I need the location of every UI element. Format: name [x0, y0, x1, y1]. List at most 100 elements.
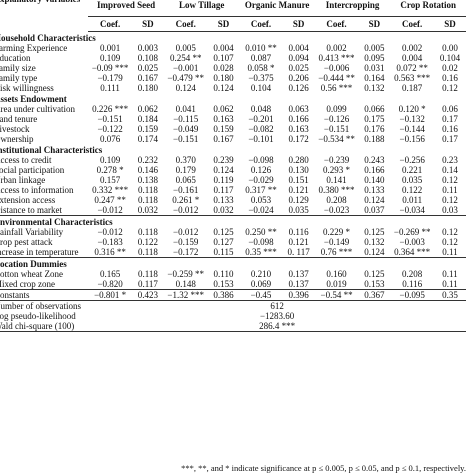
- sd-cell: 0.00: [442, 43, 458, 53]
- row-label: Livestock: [0, 124, 30, 134]
- coef-cell: 0.229 *: [323, 227, 351, 237]
- sd-cell: 0.032: [137, 205, 159, 215]
- summary-value: 286.4 ***: [88, 321, 466, 332]
- data-row: Family type −0.179 0.167 −0.479 ** 0.180 −0.3…: [0, 73, 466, 83]
- summary-label: Log pseudo-likelihood: [0, 311, 76, 321]
- data-row: Rainfall Variability −0.012 0.118 −0.012 0.1…: [0, 227, 466, 237]
- coef-cell: −0.151: [97, 114, 123, 124]
- sd-cell: 0.206: [288, 73, 309, 83]
- sd-cell: 0.116: [288, 227, 309, 237]
- row-label: Crop pest attack: [0, 237, 53, 247]
- sd-cell: 0.166: [288, 114, 309, 124]
- coef-cell: 0.058 *: [247, 63, 275, 73]
- sd-cell: 0.06: [442, 104, 458, 114]
- coef-cell: −0.151: [173, 134, 199, 144]
- coef-cell: 0.069: [250, 279, 272, 289]
- coef-cell: −0.126: [323, 114, 350, 124]
- sd-cell: 0.125: [364, 269, 385, 279]
- coef-cell: 0.293 *: [323, 165, 351, 175]
- data-row: Social participation 0.278 * 0.146 0.179 0.1…: [0, 165, 466, 175]
- section-row: Location Dummies: [0, 257, 466, 269]
- coef-cell: 0.250 **: [245, 227, 277, 237]
- sd-cell: 0.23: [442, 155, 458, 165]
- model-name: Organic Manure: [239, 0, 315, 17]
- sd-cell: 0.239: [213, 155, 234, 165]
- sd-cell: 0.063: [288, 104, 309, 114]
- coef-cell: −0.024: [248, 205, 274, 215]
- row-label: Extension access: [0, 195, 56, 205]
- coef-cell: −0.444 **: [318, 73, 355, 83]
- row-label: Area under cultivation: [0, 104, 75, 114]
- sd-cell: 0.062: [213, 104, 234, 114]
- row-label: Distance to market: [0, 205, 62, 215]
- coef-cell: 0.010 **: [245, 43, 277, 53]
- sd-cell: 0.167: [137, 73, 159, 83]
- sd-cell: 0.133: [364, 185, 385, 195]
- sd-cell: 0.17: [442, 134, 458, 144]
- coef-cell: −0.012: [173, 205, 199, 215]
- sd-cell: 0.031: [364, 63, 385, 73]
- coef-cell: 0.208: [326, 195, 347, 205]
- coef-cell: 0.048: [250, 104, 272, 114]
- subheader-row: Coef. SD Coef. SD Coef. SD Coef. SD Coef. SD: [0, 16, 466, 32]
- sd-cell: 0.146: [137, 165, 159, 175]
- coef-cell: −0.001: [173, 63, 199, 73]
- row-label: Family size: [0, 63, 36, 73]
- sd-cell: 0.232: [137, 155, 159, 165]
- coef-cell: −0.082: [248, 124, 274, 134]
- row-label: Farming Experience: [0, 43, 68, 53]
- sd-cell: 0.12: [442, 237, 458, 247]
- sd-cell: 0.124: [213, 83, 234, 93]
- section-title: Environmental Characteristics: [0, 215, 466, 227]
- coef-cell: 0.187: [402, 83, 423, 93]
- sd-cell: 0.132: [364, 83, 385, 93]
- coef-cell: −0.159: [173, 237, 199, 247]
- coef-cell: −1.32 ***: [163, 289, 208, 301]
- summary-label: Wald chi-square (100): [0, 321, 89, 332]
- coef-cell: 0.370: [175, 155, 196, 165]
- section-row: Environmental Characteristics: [0, 215, 466, 227]
- coef-cell: 0.165: [99, 269, 121, 279]
- coef-cell: 0.380 ***: [318, 185, 355, 195]
- coef-cell: −0.049: [173, 124, 199, 134]
- row-label: Rainfall Variability: [0, 227, 64, 237]
- sd-cell: 0.125: [364, 227, 385, 237]
- row-label: Access to credit: [0, 155, 52, 165]
- coef-cell: −0.239: [323, 155, 350, 165]
- sd-cell: 0.115: [213, 247, 234, 257]
- sd-cell: 0.188: [364, 134, 385, 144]
- row-label: Ownership: [0, 134, 34, 144]
- coef-cell: −0.012: [173, 227, 199, 237]
- coef-cell: 0.053: [250, 195, 272, 205]
- coef-cell: 0.087: [250, 53, 272, 63]
- sd-label: SD: [207, 16, 240, 32]
- section-title: Location Dummies: [0, 257, 466, 269]
- sd-cell: 0.118: [137, 227, 158, 237]
- coef-cell: −0.115: [173, 114, 199, 124]
- row-label: Family type: [0, 73, 38, 83]
- coef-cell: 0.148: [175, 279, 196, 289]
- coef-cell: 0.104: [250, 83, 272, 93]
- data-row: Livestock −0.122 0.159 −0.049 0.159 −0.082 0.1…: [0, 124, 466, 134]
- data-row: Extension access 0.247 ** 0.118 0.261 * 0.13…: [0, 195, 466, 205]
- sd-cell: 0.176: [364, 124, 385, 134]
- coef-cell: 0.278 *: [96, 165, 124, 175]
- model-name: Intercropping: [314, 0, 391, 17]
- coef-cell: 0.76 ***: [320, 247, 353, 257]
- sd-cell: 0.174: [137, 134, 159, 144]
- coef-cell: −0.479 **: [167, 73, 204, 83]
- sd-cell: 0.159: [213, 124, 234, 134]
- sd-cell: 0.124: [213, 165, 234, 175]
- sd-cell: 0.184: [137, 114, 159, 124]
- coef-cell: 0.005: [175, 43, 196, 53]
- sd-label: SD: [131, 16, 164, 32]
- data-row: Area under cultivation 0.226 *** 0.062 0.04…: [0, 104, 466, 114]
- summary-value: 612: [88, 300, 466, 311]
- coef-cell: 0.316 **: [94, 247, 126, 257]
- row-label: Cotton wheat Zone: [0, 269, 63, 279]
- coef-cell: 0.208: [402, 269, 423, 279]
- sd-cell: 0.126: [288, 83, 309, 93]
- coef-cell: 0.109: [99, 53, 121, 63]
- sd-cell: 0.025: [288, 63, 309, 73]
- coef-cell: −0.09 ***: [91, 63, 129, 73]
